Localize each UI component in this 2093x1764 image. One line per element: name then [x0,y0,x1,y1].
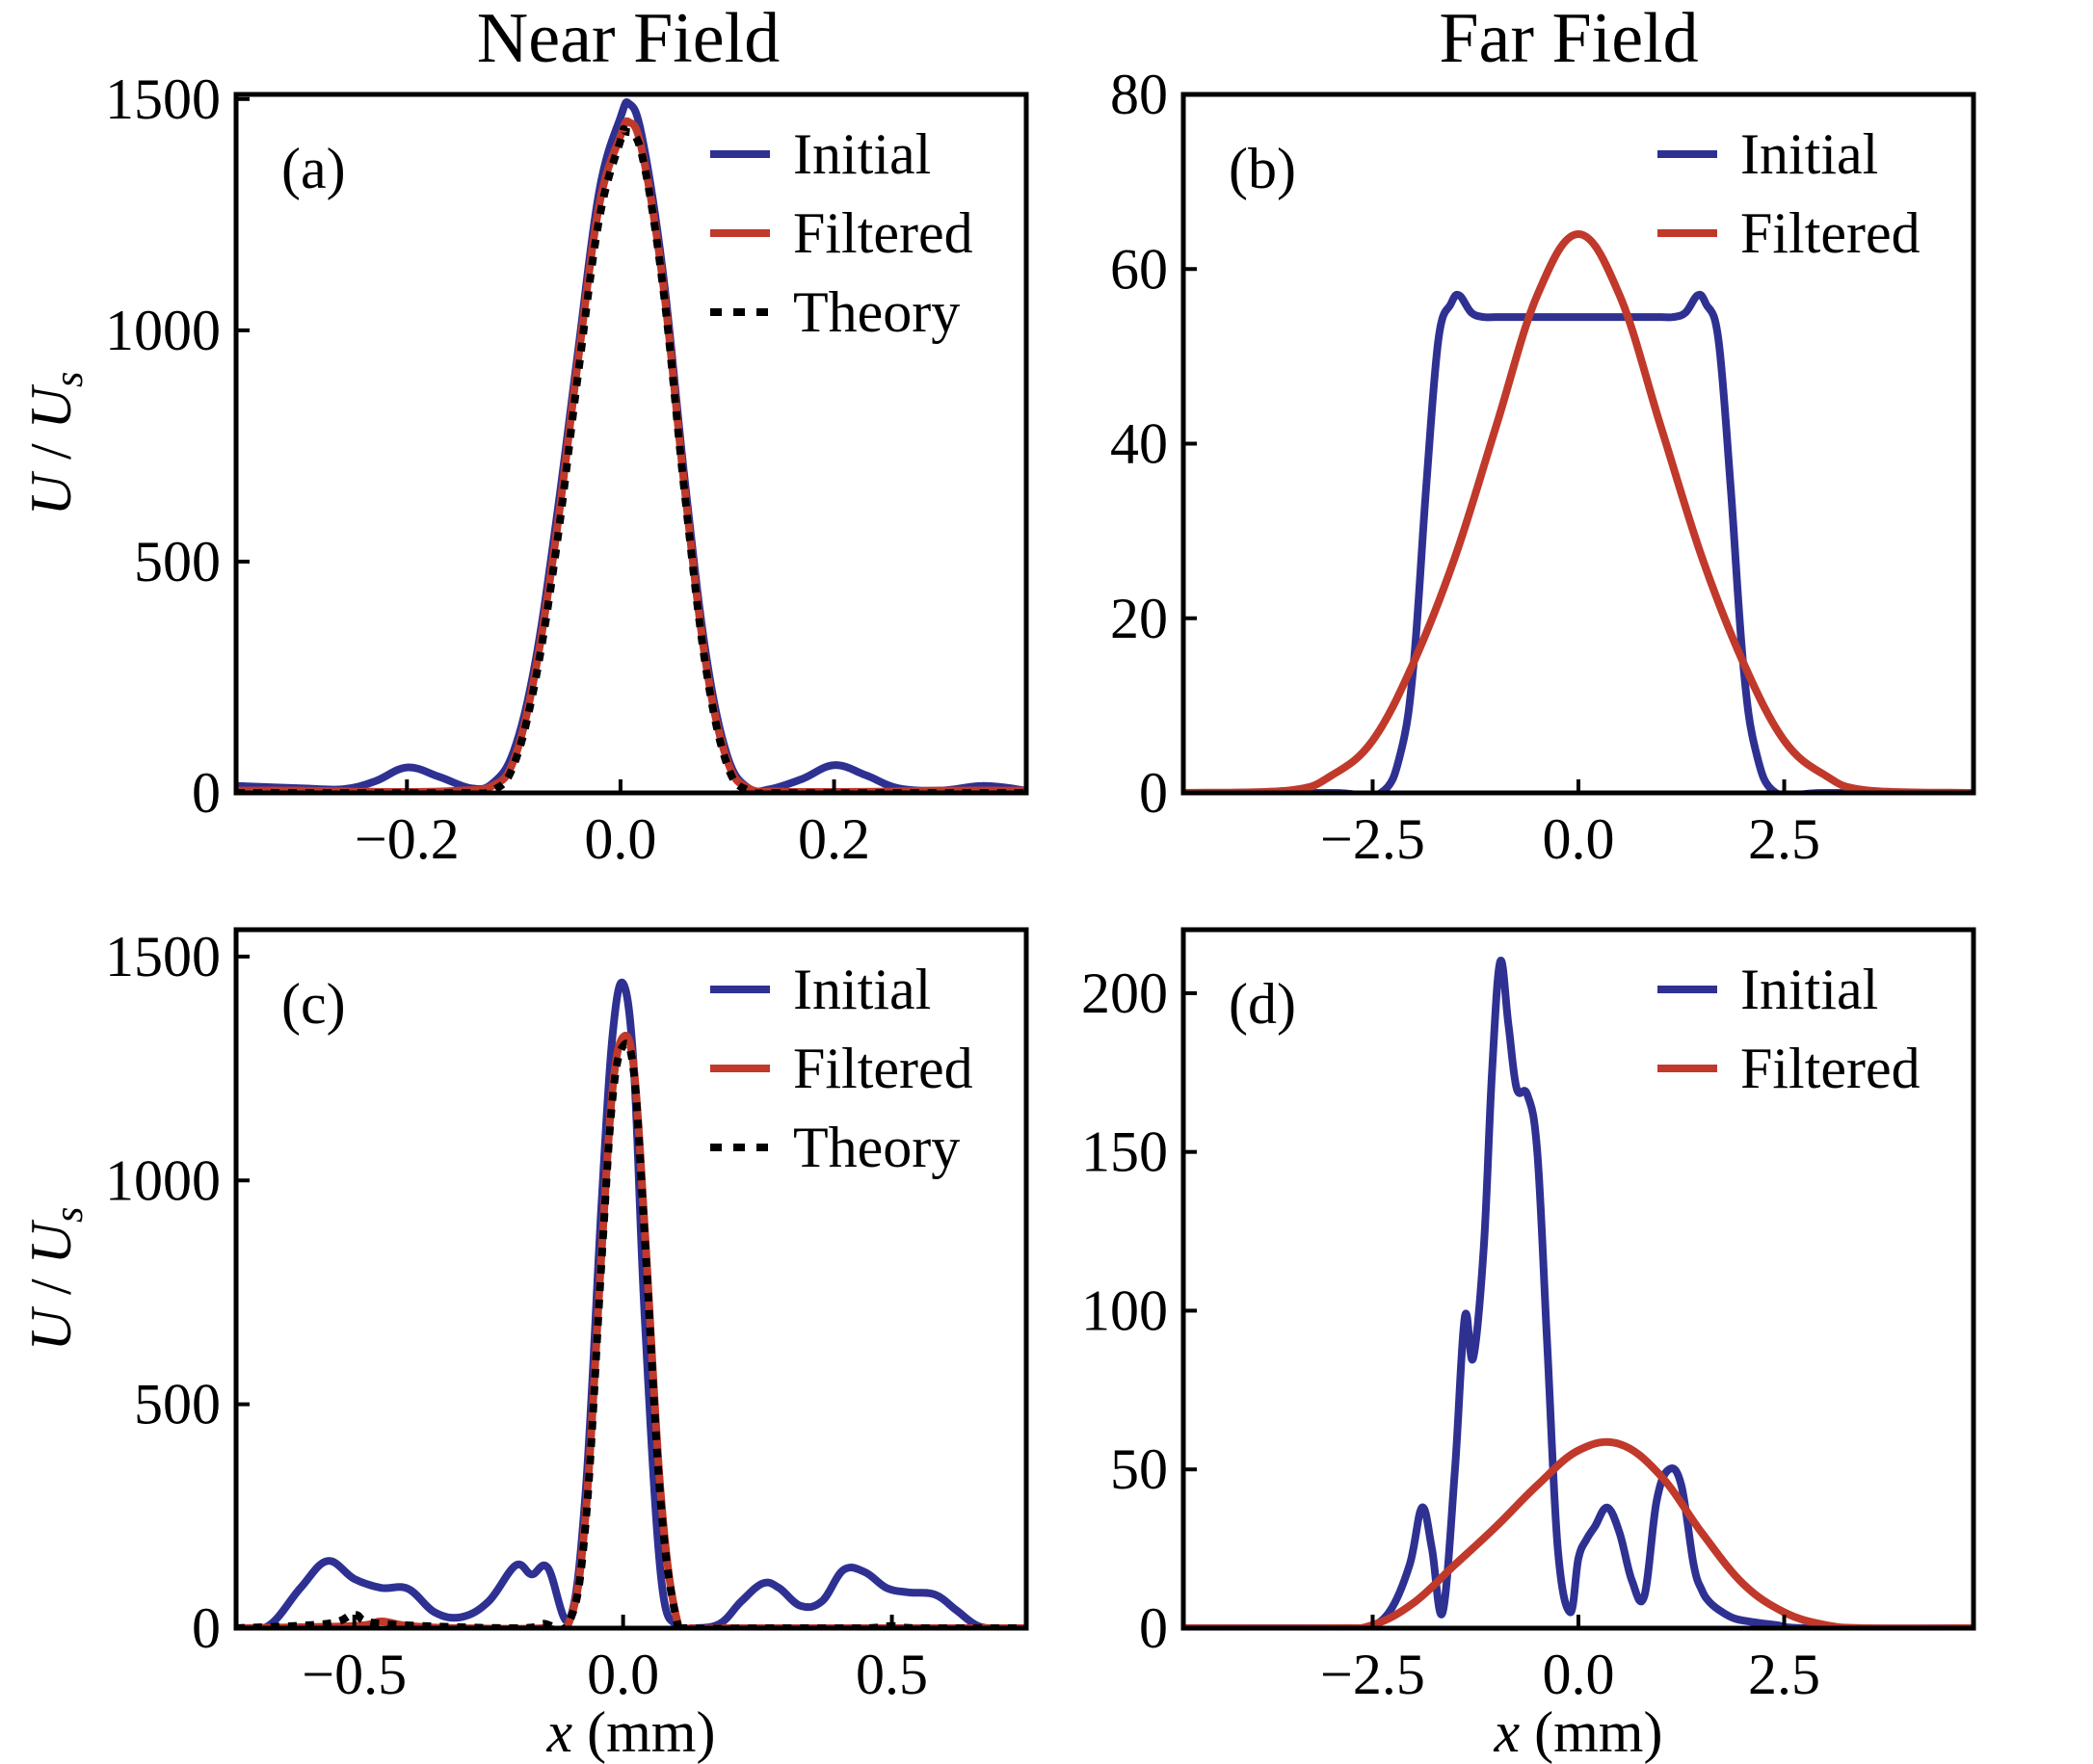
y-tick-label: 1500 [105,925,221,988]
legend-label-initial: Initial [793,122,931,186]
x-tick-label: −2.5 [1320,807,1425,871]
series-line-filtered [1183,1437,1974,1628]
y-axis-label: U / Us [19,372,92,516]
panel-label: (c) [281,972,346,1036]
x-axis-label: x (mm) [1494,1700,1663,1764]
series-line-initial [1183,957,1974,1628]
series-line-filtered [1183,230,1974,793]
plot-frame [233,927,1029,1631]
x-tick-label: −0.5 [302,1643,407,1706]
legend-label-filtered: Filtered [1740,1037,1921,1100]
y-tick-label: 1000 [105,1148,221,1212]
series-line-initial [1183,290,1974,793]
legend-label-theory: Theory [793,280,960,344]
plot-frame [1180,927,1976,1631]
y-axis-label: U / Us [19,1207,92,1352]
column-title-near-field: Near Field [477,0,780,78]
x-tick-label: 0.0 [1543,1643,1615,1706]
y-tick-label: 100 [1081,1278,1168,1342]
x-tick-label: 0.0 [587,1643,659,1706]
panel-label: (b) [1229,137,1296,200]
legend-label-filtered: Filtered [793,1037,973,1100]
y-tick-label: 80 [1110,63,1168,126]
y-tick-label: 60 [1110,237,1168,301]
x-tick-label: 0.0 [1543,807,1615,871]
panel-b: −2.5 0.0 2.5 0 20 40 60 80 (b) Initial Filtered [1110,63,1976,871]
y-tick-label: 1000 [105,299,221,362]
plot-frame [1180,92,1976,796]
legend-label-initial: Initial [1740,122,1878,186]
x-tick-label: −0.2 [355,807,460,871]
x-tick-label: 2.5 [1748,1643,1820,1706]
legend-label-initial: Initial [793,958,931,1021]
y-tick-label: 1500 [105,67,221,131]
y-tick-label: 500 [134,530,221,593]
legend-label-initial: Initial [1740,958,1878,1021]
x-tick-label: 2.5 [1748,807,1820,871]
series-group [1183,957,1974,1628]
y-tick-label: 150 [1081,1120,1168,1184]
y-tick-label: 40 [1110,412,1168,476]
legend-label-filtered: Filtered [793,201,973,265]
y-tick-label: 200 [1081,961,1168,1025]
legend-label-theory: Theory [793,1116,960,1179]
panel-label: (d) [1229,972,1296,1036]
y-tick-label: 0 [192,1596,221,1660]
panel-c: −0.5 0.0 0.5 0 500 1000 1500 (c) Initial Filtered… [19,925,1029,1764]
legend-label-filtered: Filtered [1740,201,1921,265]
x-tick-label: 0.5 [856,1643,928,1706]
y-tick-label: 0 [1139,1596,1168,1660]
panel-a: −0.2 0.0 0.2 0 500 1000 1500 (a) Initial Filtered… [19,67,1029,871]
x-tick-label: 0.0 [584,807,656,871]
series-line-theory [236,124,1026,793]
y-tick-label: 0 [192,761,221,825]
column-title-far-field: Far Field [1439,0,1698,78]
panel-d: −2.5 0.0 2.5 0 50 100 150 200 (d) Initial Filtered… [1081,927,1976,1764]
panel-label: (a) [281,137,346,200]
x-tick-label: −2.5 [1320,1643,1425,1706]
y-tick-label: 50 [1110,1437,1168,1501]
y-tick-label: 0 [1139,761,1168,825]
series-group [1183,230,1974,793]
y-tick-label: 500 [134,1373,221,1436]
series-line-initial [236,98,1026,793]
plot-frame [233,92,1029,796]
x-axis-label: x (mm) [546,1700,716,1764]
x-tick-label: 0.2 [798,807,870,871]
y-tick-label: 20 [1110,587,1168,650]
